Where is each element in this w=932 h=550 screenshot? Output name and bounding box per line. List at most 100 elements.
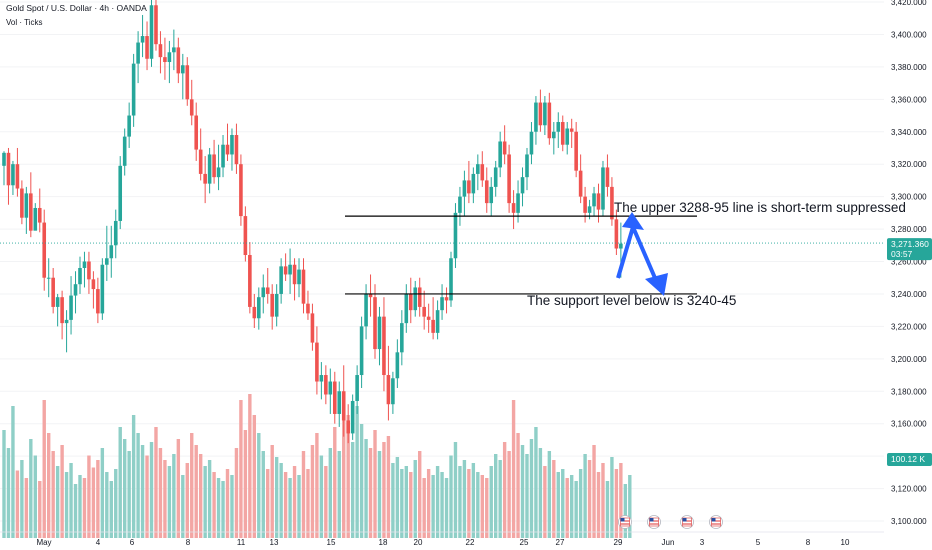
candle-body [413, 287, 418, 311]
volume-bar [587, 460, 592, 538]
volume-bar [319, 455, 324, 538]
volume-bar [391, 463, 395, 538]
volume-bar [212, 472, 216, 538]
candle-body [248, 255, 252, 307]
countdown-value: 03:57 [891, 249, 913, 259]
volume-bar [78, 475, 82, 538]
candle-body [498, 141, 502, 168]
volume-bar [444, 478, 449, 538]
volume-bar [520, 445, 525, 538]
candle-body [256, 297, 261, 319]
candle-body [131, 63, 136, 116]
volume-bar [529, 439, 534, 538]
volume-bar [252, 415, 257, 538]
volume-bar [122, 439, 127, 538]
arrow-head-up [622, 212, 644, 230]
volume-bar [511, 400, 516, 538]
candle-body [332, 381, 337, 414]
volume-bar [234, 448, 239, 538]
candle-body [158, 44, 163, 58]
volume-bar [87, 455, 91, 538]
candle-body [453, 212, 458, 259]
candle-body [261, 287, 266, 298]
volume-indicator-label[interactable]: Vol · Ticks [6, 18, 43, 27]
candle-body [319, 375, 324, 382]
volume-bar [248, 394, 252, 538]
time-axis[interactable]: May 4 6 8 11 13 15 18 20 22 25 27 29 Jun 3 5 8 10 [0, 531, 884, 547]
volume-bar [422, 478, 426, 538]
volume-bar [55, 466, 60, 538]
candle-body [386, 375, 391, 405]
volume-bar [69, 463, 73, 538]
volume-bar [480, 475, 484, 538]
candle-body [444, 297, 449, 301]
volume-bar [283, 472, 288, 538]
candle-body [610, 186, 614, 220]
candle-body [265, 287, 270, 294]
time-tick-label: 29 [614, 538, 623, 547]
volume-bar [547, 451, 552, 538]
volume-bar [91, 467, 96, 538]
volume-bar [471, 463, 476, 538]
candle-body [341, 391, 346, 421]
volume-bar [149, 442, 154, 538]
volume-bar [243, 430, 248, 538]
candle-body [24, 193, 29, 218]
candle-body [417, 287, 422, 307]
candle-body [484, 180, 489, 204]
candle-body [431, 319, 435, 333]
volume-bar [292, 466, 297, 538]
forecast-arrow [616, 212, 668, 296]
candle-body [556, 122, 561, 132]
volume-bar [288, 478, 292, 538]
volume-bar [306, 469, 310, 538]
volume-bar [328, 448, 333, 538]
volume-bar [333, 427, 337, 538]
time-tick-label: 18 [379, 538, 388, 547]
volume-bar [601, 463, 605, 538]
candle-body [391, 378, 395, 405]
volume-bar [324, 466, 328, 538]
candle-body [328, 381, 333, 395]
annotations: The upper 3288-95 line is short-term sup… [527, 200, 906, 308]
candle-body [337, 391, 342, 414]
candle-body [529, 131, 534, 155]
volume-bar [274, 457, 279, 538]
candle-body [502, 141, 507, 155]
candle-body [547, 102, 552, 139]
time-tick-label: 8 [806, 538, 811, 547]
time-tick-label: 20 [414, 538, 423, 547]
volume-bar [543, 466, 547, 538]
volume-bar [614, 469, 619, 538]
candle-body [100, 264, 105, 314]
candle-body [154, 5, 158, 45]
volume-bar [114, 469, 118, 538]
volume-bar [368, 448, 373, 538]
volume-bar [462, 460, 467, 538]
volume-bar [20, 460, 24, 538]
candle-body [525, 154, 529, 178]
price-axis[interactable]: 3,420.000 3,400.000 3,380.000 3,360.000 3,34… [891, 0, 927, 526]
volume-bar [359, 424, 364, 538]
volume-bar [583, 454, 587, 538]
volume-bar [413, 460, 417, 538]
price-tick-label: 3,100.000 [891, 517, 927, 526]
flag-stripes [711, 517, 721, 527]
volume-bar [33, 455, 37, 538]
volume-bar [266, 469, 270, 538]
candle-body [569, 128, 574, 132]
price-tick-label: 3,280.000 [891, 225, 927, 234]
candle-body [2, 152, 6, 166]
candle-body [113, 220, 118, 246]
volume-bar [364, 439, 368, 538]
volume-bar [42, 400, 46, 538]
candle-body [382, 316, 386, 376]
candle-body [288, 264, 292, 275]
volume-bar [6, 448, 11, 538]
arrow-head-down [645, 273, 668, 296]
candle-body [69, 295, 73, 320]
flag-stripes [620, 517, 630, 527]
volume-bar [561, 469, 565, 538]
volume-bar [395, 457, 400, 538]
